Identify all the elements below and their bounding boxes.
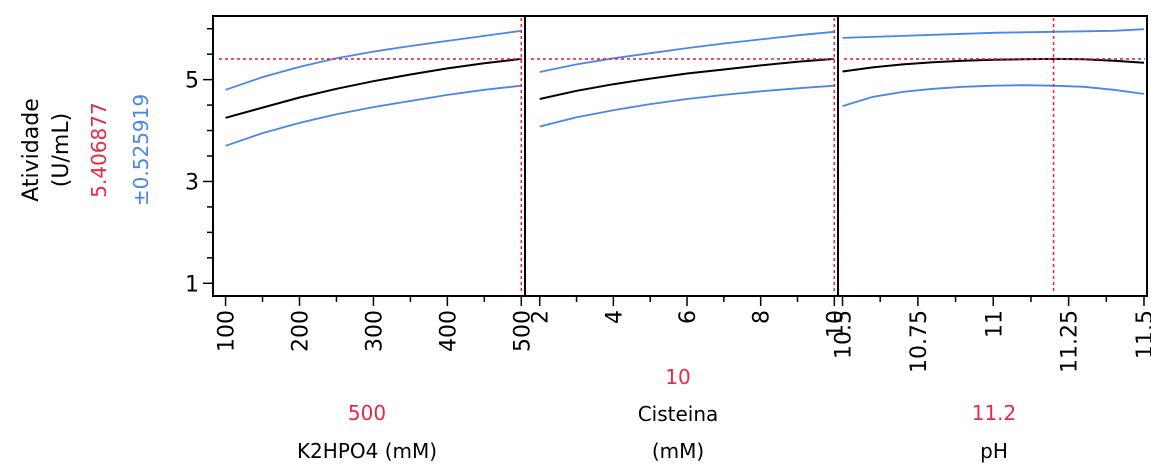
confidence-interval-value: ±0.525919 [129, 94, 153, 206]
x-tick-label: 8 [750, 310, 775, 324]
lower-confidence-line [539, 84, 835, 128]
prediction-line [539, 57, 835, 100]
y-tick-label: 5 [185, 69, 199, 94]
x-tick-label: 500 [510, 310, 535, 352]
x-tick-label: 4 [602, 310, 627, 324]
panel-frame [212, 15, 526, 297]
lower-confidence-line [225, 84, 522, 147]
plot-area [212, 15, 1148, 297]
upper-confidence-line [842, 28, 1145, 39]
x-tick-label: 200 [289, 310, 314, 352]
panel-2 [837, 15, 1148, 297]
x-tick-label: 6 [676, 310, 701, 324]
x-tick-label: 10.5 [832, 310, 857, 359]
upper-confidence-line [225, 29, 522, 91]
k2hpo4-current-value[interactable]: 500 [348, 401, 386, 425]
panel-frame [524, 15, 839, 297]
x-tick-label: 400 [436, 310, 461, 352]
x-tick-label: 11.5 [1133, 310, 1151, 359]
prediction-line [842, 57, 1145, 73]
y-axis: 1 3 5 [185, 27, 213, 297]
y-tick-label: 3 [185, 170, 199, 195]
ph-current-value[interactable]: 11.2 [972, 401, 1017, 425]
x-tick-label: 300 [362, 310, 387, 352]
cisteina-factor-label-line1: Cisteina [638, 402, 719, 426]
x-tick-label: 10.75 [907, 310, 932, 373]
y-tick-label: 1 [185, 272, 199, 297]
k2hpo4-factor-label: K2HPO4 (mM) [297, 439, 437, 463]
panel-frame [837, 15, 1148, 297]
y-axis-title-line1: Atividade [19, 98, 44, 201]
x-tick-label: 11 [982, 310, 1007, 338]
panel-0 [212, 15, 526, 297]
ph-factor-label: pH [980, 439, 1008, 463]
x-tick-label: 100 [215, 310, 240, 352]
panel-1 [524, 15, 839, 297]
x-tick-label: 11.25 [1058, 310, 1083, 373]
y-axis-title-line2: (U/mL) [49, 113, 74, 187]
x-tick-label: 2 [529, 310, 554, 324]
prediction-line [225, 57, 522, 119]
x-tick-label: 10 [823, 310, 848, 338]
cisteina-current-value[interactable]: 10 [665, 365, 690, 389]
cisteina-factor-label-line2: (mM) [652, 439, 704, 463]
lower-confidence-line [842, 84, 1145, 107]
current-prediction-value: 5.406877 [87, 102, 111, 197]
upper-confidence-line [539, 30, 835, 73]
